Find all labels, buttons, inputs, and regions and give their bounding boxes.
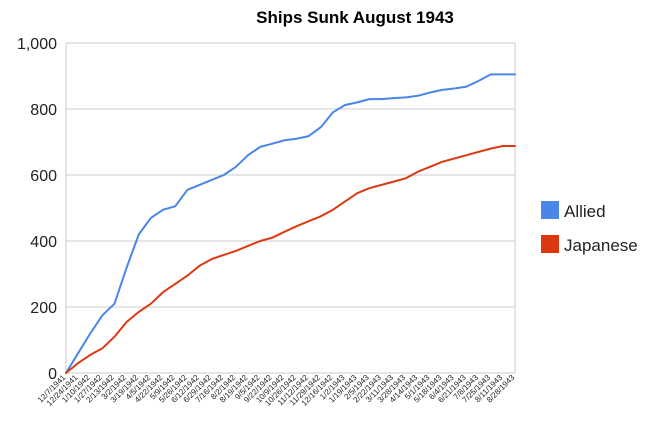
legend: Allied Japanese	[541, 201, 638, 255]
y-tick-label: 600	[30, 168, 57, 185]
legend-swatch-japanese	[541, 235, 559, 253]
legend-label-allied: Allied	[564, 202, 606, 221]
series-line-japanese	[65, 145, 516, 374]
y-tick-label: 400	[30, 234, 57, 251]
x-axis-ticks: 12/7/194112/24/19411/10/19421/27/19422/1…	[36, 373, 517, 408]
y-tick-label: 800	[30, 102, 57, 119]
legend-label-japanese: Japanese	[564, 236, 638, 255]
y-tick-label: 0	[48, 366, 57, 383]
y-tick-label: 200	[30, 300, 57, 317]
legend-swatch-allied	[541, 201, 559, 219]
y-axis-ticks: 0 200 400 600 800 1,000	[17, 36, 57, 383]
series-lines	[65, 73, 516, 374]
series-line-allied	[65, 73, 516, 374]
y-tick-label: 1,000	[17, 36, 57, 53]
gridlines	[65, 42, 516, 374]
chart-title: Ships Sunk August 1943	[256, 8, 454, 27]
